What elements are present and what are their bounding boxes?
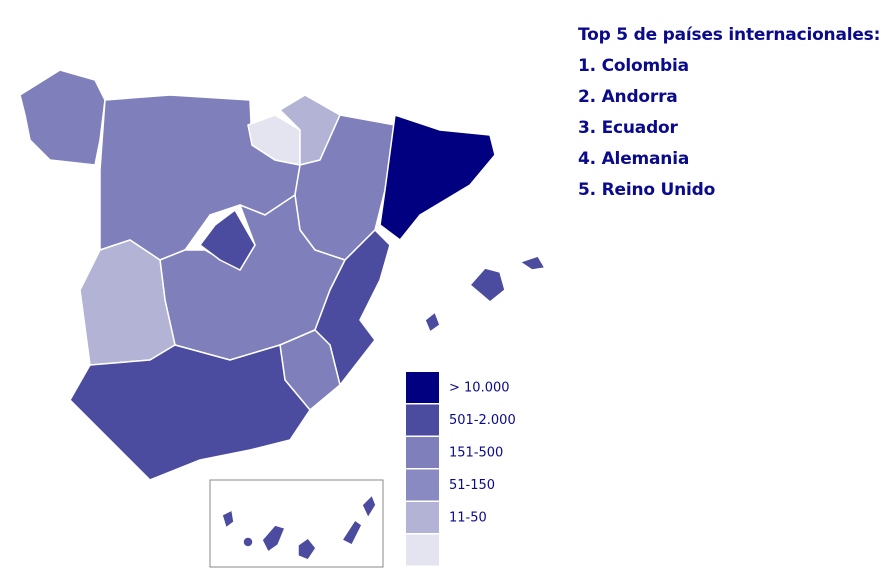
region [297,537,317,561]
legend-swatch [406,469,439,501]
region [341,519,363,546]
legend-swatch [406,372,439,403]
legend-swatch [406,534,439,566]
legend-label: > 10.000 [449,381,510,396]
legend-label: 151-500 [449,446,503,461]
region [424,311,441,333]
legend-label: 11-50 [449,511,487,526]
region [379,114,496,241]
region [314,229,391,386]
top-item: 2. Andorra [578,87,678,107]
top-item: 1. Colombia [578,56,689,76]
region [519,255,546,271]
top-item: 4. Alemania [578,149,690,169]
region [261,524,286,553]
region [242,536,254,548]
regions [19,69,546,481]
top-items: 1. Colombia 2. Andorra 3. Ecuador 4. Aleman… [578,51,880,206]
region [221,509,235,529]
legend: > 10.000 501-2.000 151-500 51-150 11-50 [406,372,516,566]
region [361,494,377,519]
top-item: 5. Reino Unido [578,180,716,200]
legend-label: 501-2.000 [449,413,516,428]
region [469,267,506,303]
inset-regions [221,494,377,561]
region [199,209,256,271]
top-item: 3. Ecuador [578,118,678,138]
legend-swatch [406,502,439,533]
top-list: Top 5 de países internacionales: 1. Colo… [578,20,880,206]
top-title: Top 5 de países internacionales: [578,25,881,45]
region [19,69,106,166]
inset-frame [209,479,384,568]
legend-label: 51-150 [449,478,495,493]
legend-swatch [406,437,439,468]
legend-swatch [406,404,439,436]
region [69,344,311,481]
